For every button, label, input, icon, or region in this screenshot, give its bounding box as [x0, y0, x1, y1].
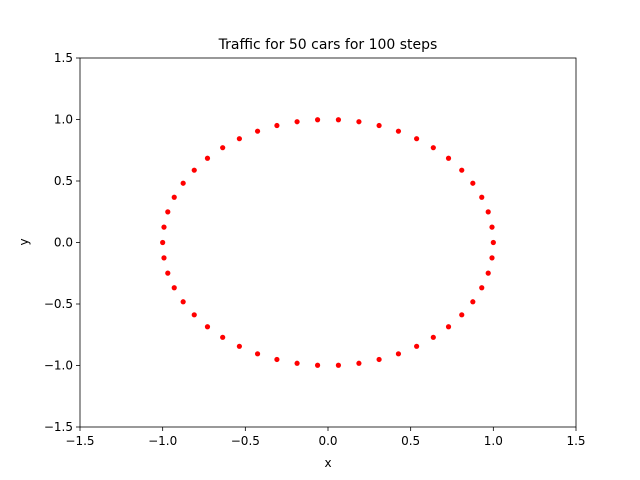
- x-tick-label: 0.5: [401, 434, 420, 448]
- data-point: [204, 155, 211, 161]
- data-point: [356, 360, 362, 366]
- data-point: [395, 351, 402, 357]
- x-tick-label: 1.0: [484, 434, 503, 448]
- data-point: [414, 343, 420, 349]
- data-point: [376, 356, 382, 363]
- data-point: [254, 128, 261, 134]
- x-axis-label: x: [324, 456, 331, 470]
- data-point: [314, 362, 321, 368]
- data-point: [191, 312, 197, 318]
- data-point: [160, 239, 166, 246]
- data-point: [274, 356, 280, 363]
- data-point: [445, 324, 452, 330]
- data-point: [470, 180, 476, 186]
- y-tick-label: 0.0: [54, 236, 73, 250]
- data-point: [490, 239, 496, 246]
- data-point: [356, 119, 362, 125]
- data-point: [335, 117, 342, 123]
- data-point: [191, 167, 197, 173]
- x-tick-label: −1.5: [65, 434, 94, 448]
- data-point: [274, 122, 280, 129]
- data-point: [459, 312, 465, 318]
- data-point: [335, 362, 342, 368]
- data-point: [220, 145, 226, 151]
- chart-title: Traffic for 50 cars for 100 steps: [218, 37, 438, 53]
- y-tick-label: −0.5: [44, 297, 73, 311]
- data-point: [479, 194, 485, 200]
- data-point: [430, 145, 436, 151]
- data-point: [445, 155, 452, 161]
- y-tick-label: −1.5: [44, 420, 73, 434]
- data-point: [314, 117, 321, 123]
- data-point: [180, 180, 186, 186]
- data-point: [294, 119, 300, 125]
- data-point: [479, 285, 485, 291]
- data-point: [165, 270, 171, 276]
- data-point: [171, 194, 177, 200]
- data-point: [470, 299, 476, 305]
- axes-frame: [79, 57, 577, 428]
- data-point: [489, 224, 495, 230]
- data-point: [459, 167, 465, 173]
- data-point: [220, 334, 226, 340]
- y-axis-label: y: [17, 238, 31, 245]
- data-point: [430, 334, 436, 340]
- data-point: [376, 122, 382, 129]
- y-tick-label: 1.0: [54, 113, 73, 127]
- data-point: [236, 136, 242, 142]
- data-point: [165, 209, 171, 215]
- data-point: [204, 324, 211, 330]
- y-tick-label: 0.5: [54, 174, 73, 188]
- x-tick-label: −1.0: [148, 434, 177, 448]
- plot-area: −1.5 −1.0 −0.5 0.0 0.5 1.0 1.5 −1.5 −1.0 −0.5 0.0 0…: [44, 51, 586, 448]
- data-point: [489, 255, 495, 261]
- x-tick-label: −0.5: [231, 434, 260, 448]
- data-point: [395, 128, 402, 134]
- data-point: [161, 224, 167, 230]
- data-point: [161, 255, 167, 261]
- data-point: [180, 299, 186, 305]
- data-point: [294, 360, 300, 366]
- y-tick-label: −1.0: [44, 359, 73, 373]
- data-point: [171, 285, 177, 291]
- data-point: [485, 209, 491, 215]
- y-tick-label: 1.5: [54, 51, 73, 65]
- data-point: [414, 136, 420, 142]
- x-tick-label: 1.5: [566, 434, 585, 448]
- data-point: [236, 343, 242, 349]
- x-tick-label: 0.0: [318, 434, 337, 448]
- data-point: [254, 351, 261, 357]
- data-point: [485, 270, 491, 276]
